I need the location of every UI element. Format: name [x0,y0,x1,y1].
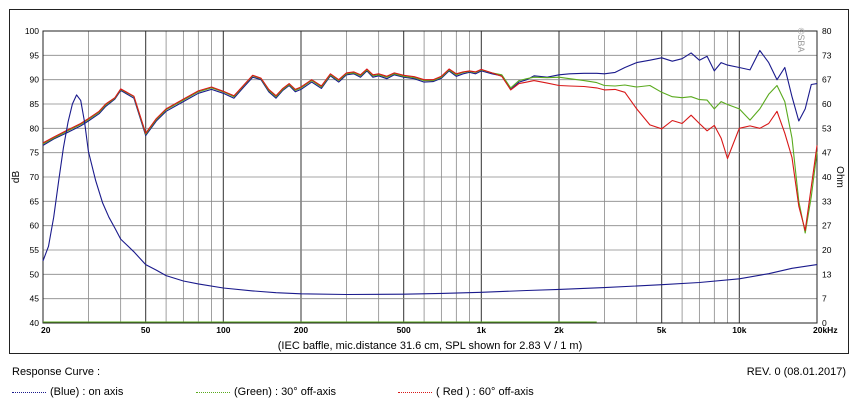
y2-tick-label: 20 [822,245,832,255]
y2-tick-label: 67 [822,75,832,85]
x-tick-label: 200 [294,325,308,335]
y-tick-label: 95 [30,50,40,60]
x-axis-label: (IEC baffle, mic.distance 31.6 cm, SPL s… [278,340,582,352]
x-tick-label: 500 [397,325,411,335]
x-tick-label: 5k [657,325,667,335]
y2-tick-label: 53 [822,123,832,133]
y2-tick-label: 40 [822,172,832,182]
x-tick-label: 2k [554,325,564,335]
y-tick-label: 65 [30,196,40,206]
y2-tick-label: 80 [822,26,832,36]
grid [43,31,817,323]
y2-tick-label: 7 [822,294,827,304]
x-tick-label: 20 [41,325,51,335]
y-tick-label: 50 [30,269,40,279]
series-layer [42,49,818,323]
revision-label: REV. 0 (08.01.2017) [746,366,846,378]
y2-tick-label: 47 [822,148,832,158]
legend-swatch-blue [12,391,46,393]
legend-label-green: (Green) : 30° off-axis [234,386,337,398]
y-axis-ticks: 40 45 50 55 60 65 70 75 80 85 90 95 100 [25,26,39,328]
legend-label-red: ( Red ) : 60° off-axis [436,386,534,398]
legend-swatch-red [398,391,432,393]
y2-tick-label: 73 [822,50,832,60]
x-tick-label: 20kHz [813,325,838,335]
legend-title: Response Curve : [12,366,101,378]
y-axis-label: dB [11,171,22,184]
x-tick-label: 100 [216,325,230,335]
y-tick-label: 70 [30,172,40,182]
legend-label-blue: (Blue) : on axis [50,386,124,398]
legend-swatch-green [196,391,230,393]
y2-tick-label: 27 [822,221,832,231]
chart-frame [9,9,849,354]
series-line-3 [42,94,818,296]
y-tick-label: 100 [25,26,39,36]
series-line-2 [42,68,818,232]
y-tick-label: 85 [30,99,40,109]
y2-tick-label: 60 [822,99,832,109]
x-tick-label: 50 [141,325,151,335]
y-tick-label: 55 [30,245,40,255]
x-axis-ticks: 20 50 100 200 500 1k 2k 5k 10k 20kHz [41,325,838,335]
legend-item-red: ( Red ) : 60° off-axis [398,386,534,398]
y2-tick-label: 33 [822,196,832,206]
watermark: ©SBA [796,28,806,53]
series-line-0 [42,49,818,146]
y2-tick-label: 13 [822,269,832,279]
y-tick-label: 45 [30,294,40,304]
y2-tick-label: 0 [822,318,827,328]
y-tick-label: 75 [30,148,40,158]
y2-axis-ticks: 0 7 13 20 27 33 40 47 53 60 67 73 80 [822,26,832,328]
y-tick-label: 90 [30,75,40,85]
plot-area [42,30,818,324]
y2-axis-label: Ohm [834,166,845,188]
x-tick-label: 1k [477,325,487,335]
y-tick-label: 60 [30,221,40,231]
y-tick-label: 40 [30,318,40,328]
series-line-1 [42,69,818,234]
legend-item-green: (Green) : 30° off-axis [196,386,336,398]
y-tick-label: 80 [30,123,40,133]
legend-item-blue: (Blue) : on axis [12,386,123,398]
x-tick-label: 10k [732,325,746,335]
